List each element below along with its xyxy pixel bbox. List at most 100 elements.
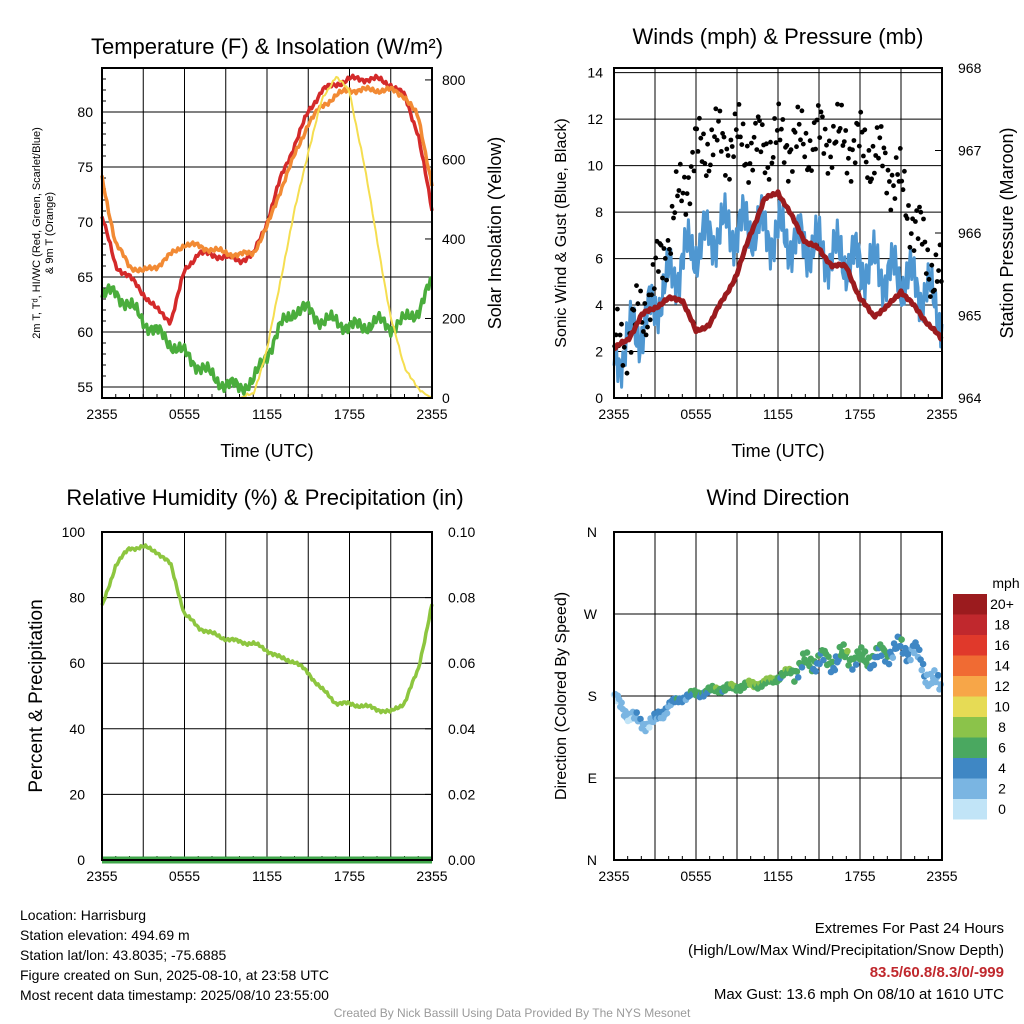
- gust-point: [672, 210, 678, 216]
- gust-point: [843, 128, 849, 133]
- gust-point: [798, 137, 803, 143]
- y2-tick-label: 0: [442, 390, 450, 406]
- series-line-station-pressure: [612, 189, 944, 352]
- location-text: Location: Harrisburg: [20, 907, 147, 923]
- gust-point: [911, 248, 917, 254]
- temperature-panel: 2355 0555 1155 1755 235555606570758002004006…: [31, 34, 505, 461]
- direction-point: [919, 660, 927, 668]
- gust-point: [661, 246, 667, 251]
- gust-point: [899, 178, 905, 184]
- gust-point: [780, 117, 786, 122]
- gust-point: [709, 127, 715, 133]
- gust-point: [822, 126, 828, 132]
- gust-point: [774, 127, 780, 133]
- gust-point: [817, 135, 823, 141]
- y-axis-label-2: & 9m T (Orange): [44, 192, 56, 274]
- gust-point: [656, 269, 661, 274]
- gust-point: [781, 160, 787, 166]
- gust-point: [703, 173, 709, 179]
- gust-point: [792, 129, 798, 135]
- gust-point: [736, 102, 742, 107]
- x-tick-label: 2355: [416, 406, 447, 422]
- plot-frame: [613, 67, 943, 399]
- gust-point: [687, 201, 693, 207]
- gust-point: [749, 140, 754, 146]
- gust-point: [691, 168, 697, 174]
- gust-point: [802, 154, 808, 160]
- gust-point: [733, 127, 739, 133]
- legend-label: 14: [994, 658, 1010, 674]
- gust-point: [755, 114, 761, 120]
- gust-point: [754, 147, 760, 153]
- gust-point: [923, 271, 929, 276]
- x-tick-label: 2355: [926, 406, 957, 422]
- gust-point: [835, 101, 840, 107]
- gust-point: [856, 143, 862, 149]
- y2-tick-label: 200: [442, 310, 466, 326]
- legend-swatch: [953, 696, 987, 717]
- gust-point: [676, 188, 682, 193]
- gust-point: [884, 190, 890, 196]
- gust-point: [769, 160, 775, 166]
- legend-label: 4: [998, 760, 1006, 776]
- gust-point: [892, 196, 898, 202]
- y-tick-label: 6: [595, 251, 603, 267]
- gust-point: [673, 169, 679, 175]
- direction-point: [793, 668, 801, 675]
- gust-point: [743, 161, 749, 167]
- y2-tick-label: 968: [958, 60, 982, 76]
- gust-point: [809, 168, 814, 174]
- credit-text: Created By Nick Bassill Using Data Provi…: [333, 1006, 691, 1020]
- legend-title: mph: [992, 575, 1019, 591]
- gust-point: [862, 127, 868, 133]
- gust-point: [718, 149, 724, 154]
- direction-point: [907, 656, 914, 664]
- x-tick-label: 0555: [680, 406, 711, 422]
- gust-point: [869, 176, 874, 182]
- gust-point: [679, 198, 684, 204]
- gust-point: [858, 109, 864, 115]
- direction-point: [844, 647, 851, 655]
- gust-point: [795, 104, 801, 110]
- gust-point: [888, 207, 894, 213]
- latlon-text: Station lat/lon: 43.8035; -75.6885: [20, 947, 227, 963]
- gust-point: [882, 150, 888, 156]
- legend-label: 12: [994, 678, 1010, 694]
- gust-point: [926, 276, 932, 282]
- gust-point: [897, 146, 903, 151]
- gust-point: [806, 164, 812, 170]
- y-axis-label: Percent & Precipitation: [26, 599, 47, 792]
- y2-tick-label: 964: [958, 390, 982, 406]
- gust-point: [727, 176, 732, 182]
- y-tick-label: 80: [69, 590, 85, 606]
- legend-label: 8: [998, 719, 1006, 735]
- gust-point: [738, 134, 743, 140]
- legend-label: 18: [994, 617, 1010, 633]
- gust-point: [855, 122, 861, 127]
- gust-point: [680, 190, 686, 196]
- direction-point: [831, 666, 839, 674]
- y-tick-label: 12: [587, 111, 603, 127]
- direction-point: [825, 653, 832, 660]
- y-tick-label: 60: [77, 324, 93, 340]
- direction-point: [852, 661, 860, 668]
- gust-point: [876, 155, 881, 161]
- gust-point: [914, 208, 920, 214]
- gust-point: [624, 370, 630, 376]
- gust-point: [634, 283, 639, 288]
- gust-point: [759, 122, 765, 128]
- gust-point: [631, 307, 637, 313]
- gust-point: [917, 204, 922, 210]
- created-text: Figure created on Sun, 2025-08-10, at 23…: [20, 967, 329, 983]
- series-line-td: [100, 275, 433, 396]
- gust-point: [814, 117, 820, 123]
- direction-point: [637, 715, 644, 723]
- gust-point: [724, 146, 730, 152]
- gust-point: [841, 139, 847, 145]
- gust-point: [863, 159, 869, 165]
- gust-point: [770, 155, 776, 160]
- y2-tick-label: 965: [958, 308, 982, 324]
- gust-point: [695, 149, 701, 154]
- direction-point: [851, 654, 859, 662]
- gust-point: [773, 140, 779, 146]
